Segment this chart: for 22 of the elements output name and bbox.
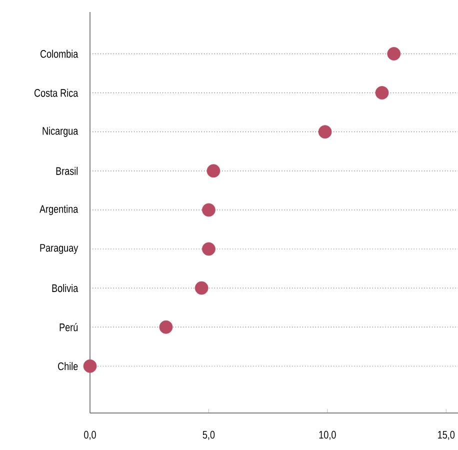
x-tick-label: 15,0 (438, 430, 455, 440)
y-tick-label: Perú (60, 322, 78, 332)
y-tick-label: Costa Rica (34, 88, 78, 97)
point (202, 203, 216, 217)
x-tick-label: 0,0 (84, 430, 96, 440)
y-tick-label: Brasil (56, 166, 78, 175)
point (194, 281, 208, 295)
y-tick-label: Paraguay (40, 244, 78, 254)
y-tick-label: Argentina (40, 204, 78, 216)
x-tick-label: 10,0 (319, 430, 336, 440)
point (83, 359, 97, 373)
x-tick-label: 5,0 (202, 430, 215, 440)
y-tick-label: Bolivia (52, 284, 78, 292)
point (206, 164, 220, 178)
y-tick-label: Colombia (40, 50, 78, 58)
y-tick-label: Nicargua (42, 126, 78, 137)
point (159, 320, 173, 334)
point (318, 125, 332, 139)
point (387, 47, 401, 60)
y-tick-label: Chile (58, 362, 78, 370)
point (375, 86, 389, 100)
point (202, 242, 216, 256)
